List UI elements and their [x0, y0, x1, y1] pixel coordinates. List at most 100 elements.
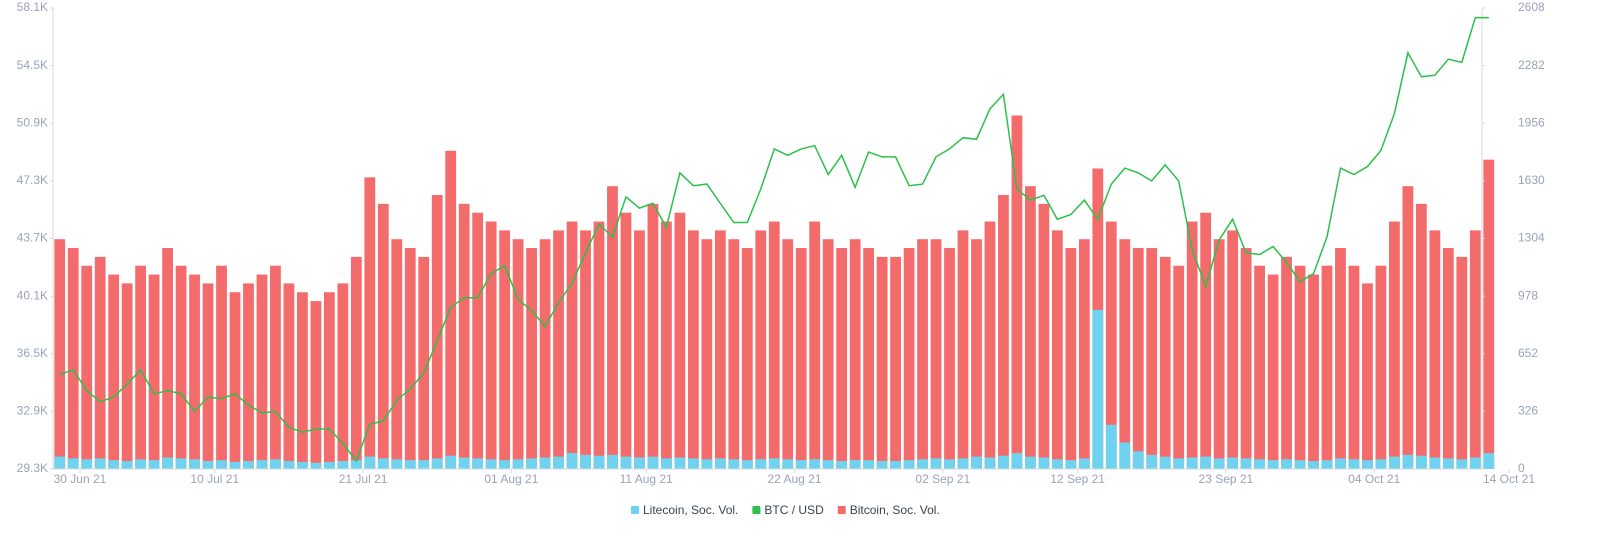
- bar: [202, 283, 214, 469]
- bar: [418, 256, 430, 469]
- legend-swatch: [752, 506, 761, 514]
- y2-tick-label: 2608: [1518, 0, 1545, 14]
- bar: [377, 203, 389, 469]
- bar: [1173, 265, 1185, 469]
- bar: [1469, 457, 1481, 469]
- bar: [1025, 186, 1036, 469]
- bar: [634, 457, 645, 469]
- line: [59, 16, 1489, 463]
- y2-tick-label: 978: [1518, 288, 1538, 302]
- y2-tick-label: 326: [1518, 404, 1538, 418]
- bar: [714, 458, 726, 469]
- bar: [620, 212, 632, 469]
- bar: [54, 239, 66, 469]
- bar: [121, 461, 133, 469]
- bar: [876, 461, 888, 469]
- bar: [189, 274, 200, 469]
- x-tick-label: 30 Jun 21: [54, 472, 107, 486]
- bar: [741, 460, 753, 469]
- legend-label: BTC / USD: [764, 503, 824, 517]
- bar: [863, 460, 875, 469]
- x-tick-label: 14 Oct 21: [1483, 472, 1535, 486]
- bar: [485, 221, 497, 469]
- bar: [526, 458, 537, 469]
- bar: [795, 460, 807, 469]
- bar: [1132, 451, 1144, 469]
- bar: [229, 461, 241, 469]
- bar: [890, 256, 901, 469]
- bar: [162, 457, 173, 469]
- bar: [202, 461, 214, 469]
- bar: [1456, 459, 1468, 469]
- y2-tick-label: 652: [1518, 346, 1538, 360]
- bar: [310, 462, 322, 469]
- bar: [944, 248, 955, 469]
- bar: [634, 230, 645, 469]
- bar: [607, 454, 618, 469]
- bar: [256, 460, 268, 469]
- bar: [1254, 459, 1265, 469]
- bar: [795, 248, 807, 469]
- bar: [1402, 454, 1414, 469]
- bar: [782, 459, 794, 469]
- bar: [135, 265, 147, 469]
- bar: [1240, 458, 1252, 469]
- bar: [81, 265, 93, 469]
- bar: [553, 456, 564, 469]
- bar: [768, 221, 780, 469]
- bar: [1294, 460, 1306, 469]
- bar: [1051, 459, 1063, 469]
- bar: [1119, 442, 1131, 469]
- bar: [661, 458, 672, 469]
- bar: [836, 248, 848, 469]
- bar: [1065, 460, 1077, 469]
- bar: [1281, 256, 1292, 469]
- bar: [822, 239, 834, 469]
- bar: [687, 458, 699, 469]
- bar: [1321, 265, 1333, 469]
- y-tick-label: 32.9K: [17, 404, 48, 418]
- bar: [903, 460, 915, 469]
- bar: [472, 212, 484, 469]
- y-tick-label: 50.9K: [17, 115, 48, 129]
- bar: [391, 459, 403, 469]
- bar: [270, 265, 281, 469]
- bar: [849, 460, 861, 469]
- x-tick-label: 21 Jul 21: [339, 472, 388, 486]
- bar: [957, 458, 969, 469]
- bar: [836, 461, 848, 469]
- x-tick-label: 10 Jul 21: [190, 472, 239, 486]
- bar: [1469, 230, 1481, 469]
- bar: [1105, 424, 1117, 469]
- bar: [1267, 274, 1279, 469]
- bar: [661, 221, 672, 469]
- bar: [189, 459, 200, 469]
- bar: [431, 195, 443, 469]
- bar: [512, 239, 524, 469]
- y-tick-label: 47.3K: [17, 173, 48, 187]
- bar: [876, 256, 888, 469]
- bar: [917, 239, 928, 469]
- bar: [256, 274, 268, 469]
- bar: [121, 283, 133, 469]
- legend-label: Litecoin, Soc. Vol.: [643, 503, 738, 517]
- bar: [1200, 212, 1212, 469]
- bar: [337, 283, 349, 469]
- bar: [728, 239, 740, 469]
- x-tick-label: 02 Sep 21: [915, 472, 970, 486]
- x-tick-label: 22 Aug 21: [767, 472, 821, 486]
- bar: [701, 239, 713, 469]
- bar: [674, 212, 686, 469]
- bar: [917, 459, 928, 469]
- bar: [1402, 186, 1414, 469]
- bar: [364, 456, 376, 469]
- bar: [283, 283, 295, 469]
- bar: [768, 458, 780, 469]
- bar: [607, 186, 618, 469]
- bar: [404, 460, 416, 469]
- bar: [445, 150, 457, 470]
- bar: [337, 461, 349, 469]
- bar: [539, 457, 551, 469]
- bar: [391, 239, 403, 469]
